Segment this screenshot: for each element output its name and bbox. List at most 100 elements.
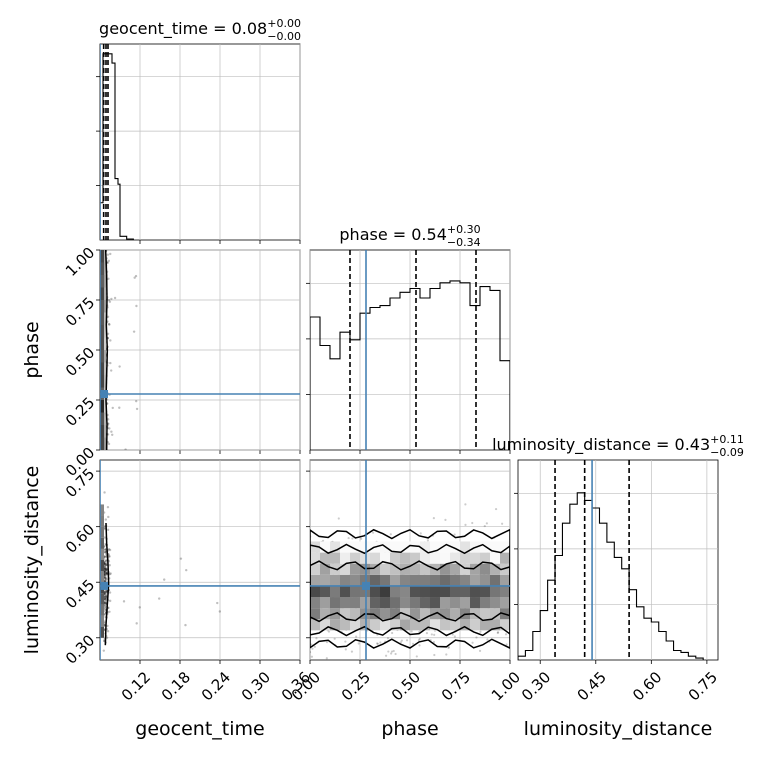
hist-phase [310, 250, 510, 450]
density-cell [100, 400, 104, 413]
density-cell [460, 585, 470, 598]
xtick-label-geocent_time: 0.30 [238, 668, 274, 704]
sample-point [109, 361, 112, 365]
sample-point [386, 637, 390, 640]
sample-point [321, 539, 325, 542]
sample-point [157, 597, 161, 600]
density-cell [390, 563, 400, 575]
density-cell [340, 552, 350, 564]
density-cell [360, 552, 370, 564]
density-cell [430, 597, 440, 609]
sample-point [310, 643, 313, 646]
density-cell [390, 585, 400, 598]
sample-point [389, 533, 392, 536]
sample-point [104, 564, 108, 567]
density-cell [500, 619, 510, 631]
truth-marker [101, 390, 108, 398]
density-cell [450, 608, 460, 620]
sample-point [104, 566, 107, 570]
density-cell [500, 541, 510, 553]
density-cell [330, 585, 340, 598]
sample-point [107, 548, 111, 551]
sample-point [104, 594, 108, 597]
density-cell [420, 574, 430, 586]
sample-point [444, 518, 447, 521]
sample-point [134, 399, 138, 403]
density-cell [320, 597, 330, 609]
density-cell [320, 585, 330, 598]
density-cell [410, 574, 420, 586]
sample-point [104, 597, 108, 601]
sample-point [333, 637, 336, 640]
ytick-label-phase: 1.00 [62, 244, 98, 280]
title-label: phase = 0.54 [339, 225, 446, 244]
sample-point [105, 572, 108, 575]
sample-point [350, 650, 354, 653]
density-cell [490, 563, 500, 575]
density-cell [440, 552, 450, 564]
ylabel-luminosity_distance: luminosity_distance [21, 466, 43, 655]
sample-point [447, 646, 450, 650]
density-cell [470, 597, 480, 609]
sample-point [106, 505, 110, 509]
sample-point [103, 613, 107, 616]
density-cell [480, 574, 490, 586]
density-cell [450, 574, 460, 586]
density-cell [470, 608, 480, 620]
density-cell [430, 541, 440, 553]
sample-point [179, 557, 183, 560]
sample-point [311, 647, 314, 650]
density-cell [500, 552, 510, 564]
sample-point [390, 650, 394, 653]
sample-point [479, 630, 482, 633]
sample-point [103, 601, 106, 604]
title-minus-luminosity_distance: −0.09 [710, 446, 744, 459]
sample-point [103, 564, 106, 567]
sample-point [104, 590, 107, 593]
sample-point [327, 630, 331, 633]
sample-point [138, 606, 141, 609]
sample-point [105, 571, 108, 575]
density-cell [390, 574, 400, 586]
density-cell [460, 619, 470, 631]
panel-phase-vs-geocent_time [96, 249, 301, 454]
density-cell [310, 541, 320, 553]
sample-point [445, 653, 448, 656]
sample-point [109, 339, 112, 342]
sample-point [392, 649, 395, 653]
density-cell [460, 597, 470, 609]
sample-point [433, 633, 436, 636]
density-cell [490, 585, 500, 598]
hist-step-luminosity_distance [518, 492, 704, 660]
sample-point [103, 598, 107, 601]
density-cell [104, 275, 106, 288]
sample-point [505, 643, 508, 646]
density-cell [430, 585, 440, 598]
density-cell [104, 412, 106, 425]
xtick-label-geocent_time: 0.18 [158, 668, 194, 704]
sample-point [471, 521, 474, 525]
density-cell [100, 275, 104, 288]
density-cell [450, 619, 460, 631]
density-cell [400, 574, 410, 586]
density-cell [410, 541, 420, 553]
density-cell [320, 552, 330, 564]
sample-point [417, 639, 420, 642]
sample-point [485, 522, 488, 525]
sample-point [104, 567, 107, 570]
sample-point [108, 610, 111, 613]
density-cell [100, 437, 104, 450]
sample-point [104, 602, 108, 605]
density-cell [500, 597, 510, 609]
density-cell [440, 608, 450, 620]
sample-point [218, 610, 222, 613]
density-cell [350, 552, 360, 564]
density-cell [100, 287, 104, 300]
density-cell [380, 597, 390, 609]
panel-20-content [100, 460, 300, 660]
density-cell [420, 608, 430, 620]
density-cell [480, 619, 490, 631]
density-cell [104, 300, 106, 313]
xtick-label-luminosity_distance: 0.75 [685, 668, 721, 704]
truth-marker [362, 581, 370, 590]
